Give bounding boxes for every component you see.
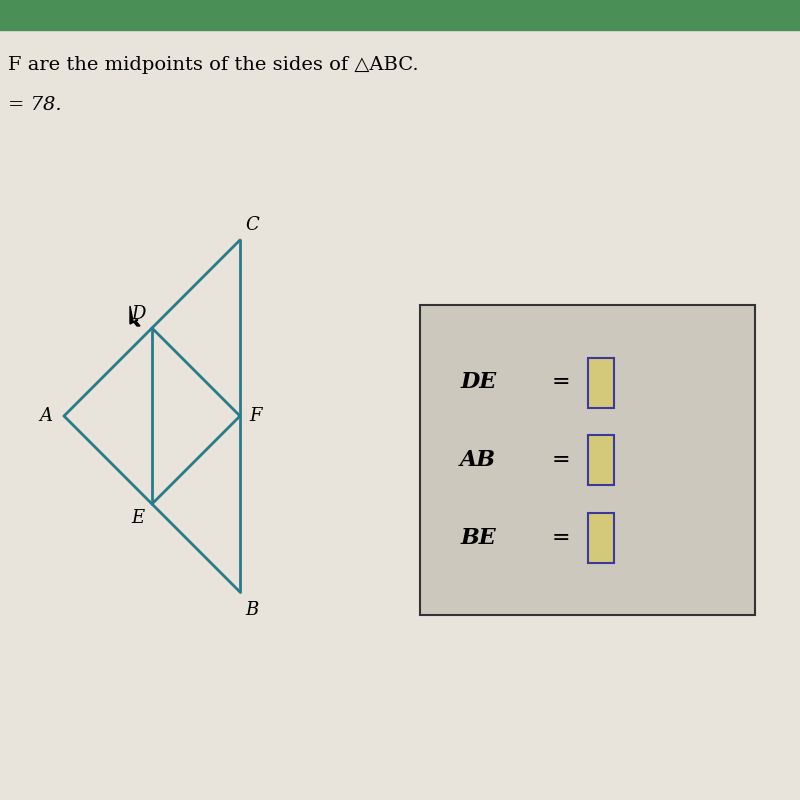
Text: BE: BE [460,526,496,549]
Bar [587,358,614,407]
Bar [420,305,755,615]
Polygon shape [130,306,140,326]
Text: DE: DE [460,371,497,394]
Text: F: F [250,407,262,425]
Bar [587,513,614,562]
Text: =: = [551,371,570,394]
Text: AB: AB [460,449,496,471]
Text: C: C [245,216,259,234]
Text: D: D [131,305,145,323]
Bar [0,0,800,30]
Text: A: A [39,407,53,425]
Text: E: E [131,509,145,527]
Text: B: B [246,601,258,619]
Bar [587,435,614,485]
Text: =: = [551,526,570,549]
Text: =: = [551,449,570,471]
Text: = 78.: = 78. [8,96,62,114]
Text: F are the midpoints of the sides of △ABC.: F are the midpoints of the sides of △ABC… [8,56,418,74]
